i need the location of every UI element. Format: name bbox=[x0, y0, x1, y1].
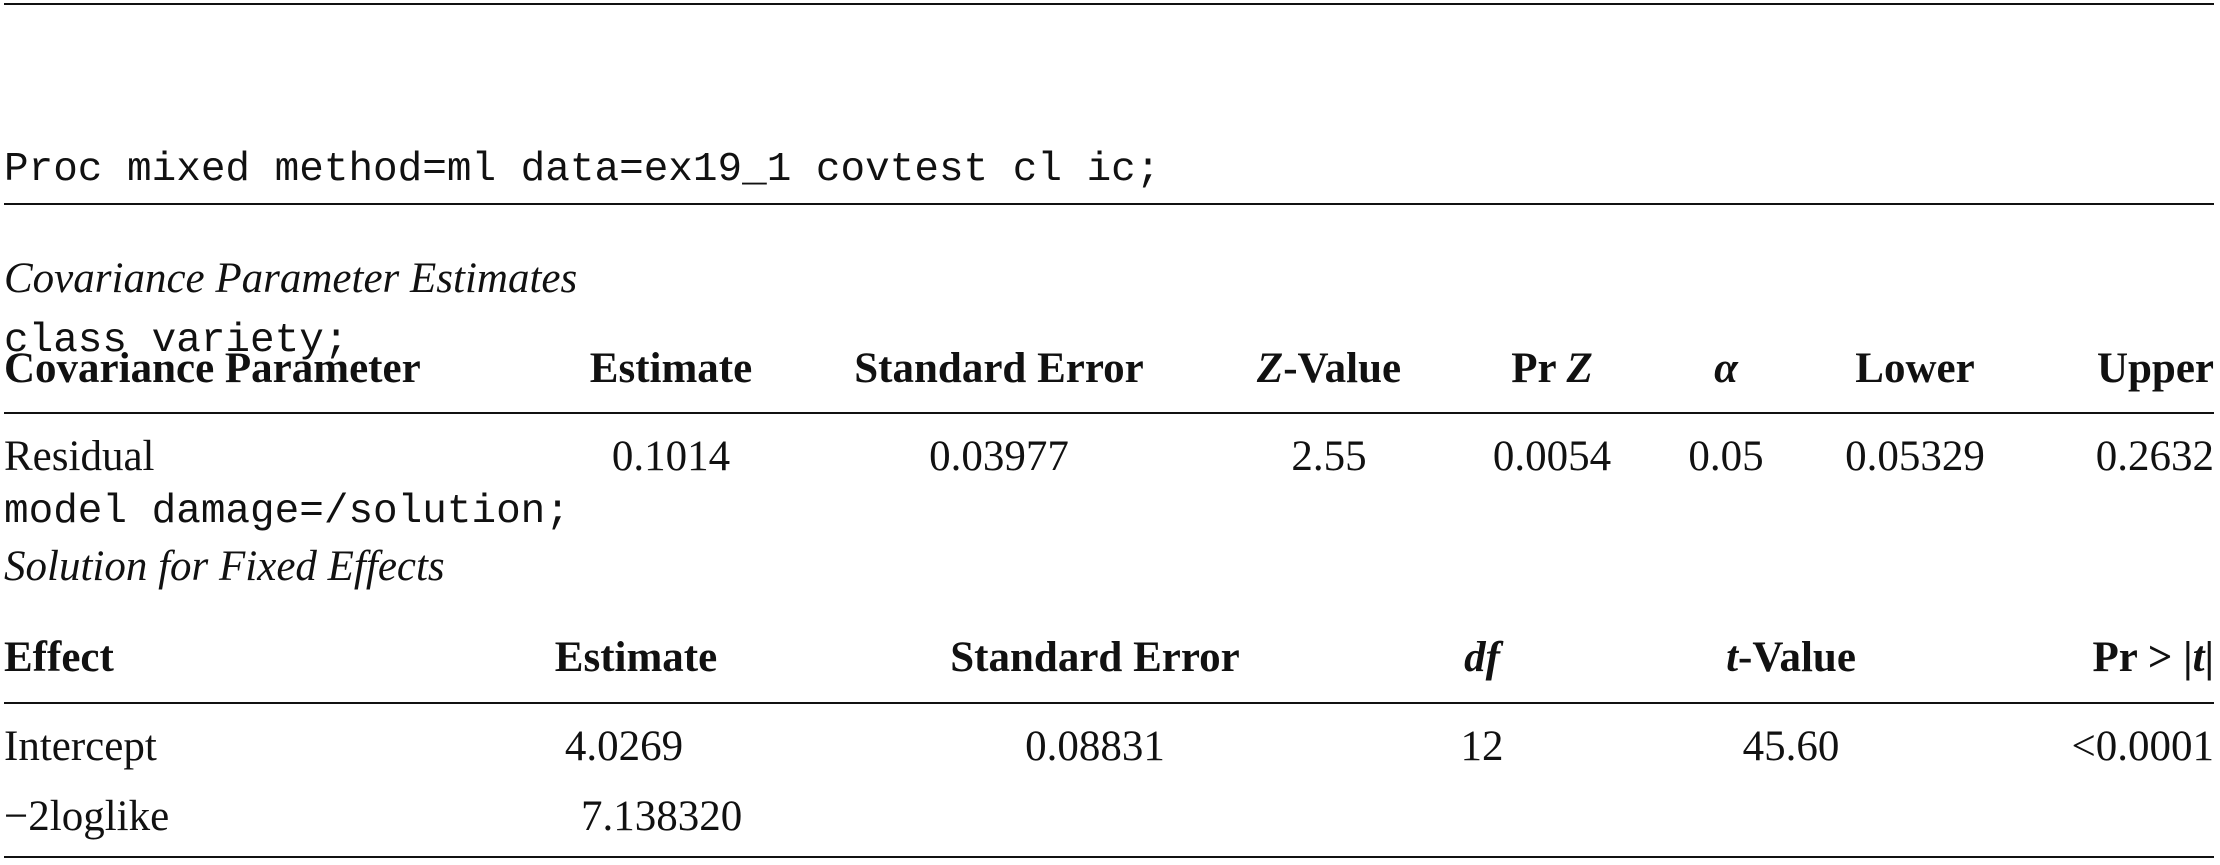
header-t-suffix: -Value bbox=[1738, 634, 1856, 681]
cell-z-value: 2.55 bbox=[1291, 433, 1367, 480]
header-t-symbol: t bbox=[1726, 634, 1739, 681]
cell-estimate: 7.138320 bbox=[581, 793, 743, 840]
top-rule bbox=[4, 3, 2214, 5]
cell-upper: 0.2632 bbox=[2095, 433, 2214, 480]
cell-standard-error: 0.08831 bbox=[1025, 723, 1165, 770]
cell-estimate: 0.1014 bbox=[611, 433, 731, 480]
cell-pr-t: <0.0001 bbox=[2071, 723, 2214, 770]
header-pr-prefix: Pr > | bbox=[2092, 634, 2193, 681]
code-bottom-rule bbox=[4, 203, 2214, 205]
code-line: Proc mixed method=ml data=ex19_1 covtest… bbox=[4, 147, 1161, 193]
header-pr-t: Pr > |t| bbox=[2093, 633, 2214, 682]
cov-header-rule bbox=[4, 412, 2214, 414]
cell-parameter: Residual bbox=[4, 433, 155, 480]
code-line: class variety; bbox=[4, 318, 349, 364]
cov-table-title: Covariance Parameter Estimates bbox=[4, 255, 578, 302]
sas-output-page: Proc mixed method=ml data=ex19_1 covtest… bbox=[4, 0, 2214, 865]
header-z-suffix: -Value bbox=[1283, 345, 1402, 392]
cell-alpha: 0.05 bbox=[1688, 433, 1764, 480]
header-df: df bbox=[1464, 634, 1500, 681]
code-line: model damage=/solution; bbox=[4, 489, 570, 535]
cell-pr-z: 0.0054 bbox=[1492, 433, 1612, 480]
header-lower: Lower bbox=[1855, 345, 1975, 392]
cell-t-value: 45.60 bbox=[1742, 723, 1840, 770]
header-alpha: α bbox=[1714, 345, 1738, 392]
header-covariance-parameter: Covariance Parameter bbox=[4, 345, 421, 392]
bottom-rule bbox=[4, 856, 2214, 858]
sas-code-block: Proc mixed method=ml data=ex19_1 covtest… bbox=[4, 28, 1160, 655]
fixed-table-title: Solution for Fixed Effects bbox=[4, 543, 445, 590]
header-pr-suffix: | bbox=[2204, 634, 2214, 681]
header-pr-z-symbol: Z bbox=[1566, 345, 1593, 392]
cell-effect: Intercept bbox=[4, 723, 157, 770]
header-z-symbol: Z bbox=[1256, 345, 1284, 392]
header-standard-error: Standard Error bbox=[950, 634, 1240, 681]
cell-estimate: 4.0269 bbox=[564, 723, 684, 770]
cell-standard-error: 0.03977 bbox=[929, 433, 1069, 480]
header-pr-z: Pr Z bbox=[1511, 344, 1593, 393]
header-estimate: Estimate bbox=[554, 634, 718, 681]
header-standard-error: Standard Error bbox=[854, 345, 1144, 392]
cell-lower: 0.05329 bbox=[1845, 433, 1985, 480]
header-estimate: Estimate bbox=[589, 345, 753, 392]
cell-df: 12 bbox=[1460, 723, 1504, 770]
header-upper: Upper bbox=[2096, 345, 2214, 392]
header-effect: Effect bbox=[4, 634, 114, 681]
fixed-header-rule bbox=[4, 702, 2214, 704]
header-t-value: t-Value bbox=[1726, 633, 1856, 682]
cell-effect: −2loglike bbox=[4, 793, 170, 840]
header-pr-prefix: Pr bbox=[1511, 345, 1567, 392]
header-z-value: Z-Value bbox=[1257, 344, 1401, 393]
header-pr-t-symbol: t bbox=[2192, 634, 2205, 681]
